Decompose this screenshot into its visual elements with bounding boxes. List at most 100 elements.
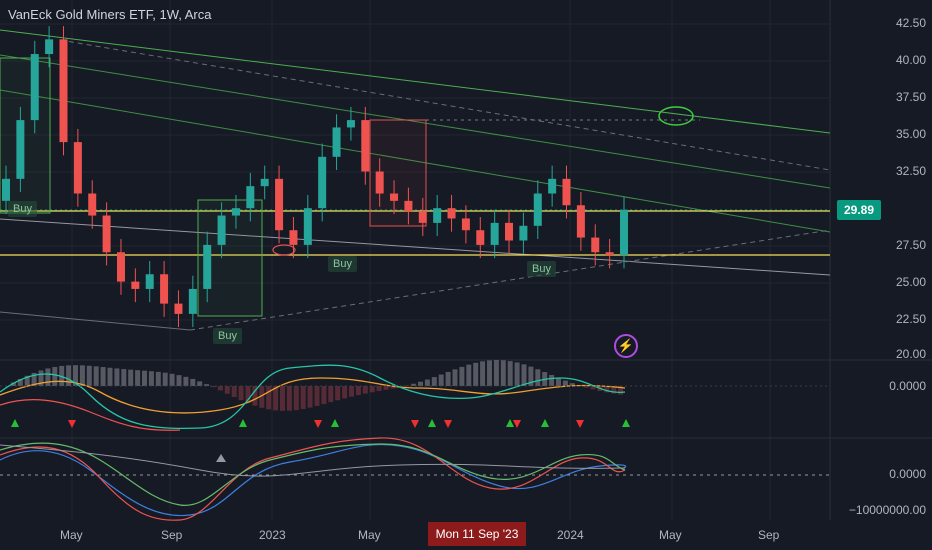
price-tick: 32.50 bbox=[895, 164, 926, 178]
candle-body[interactable] bbox=[59, 39, 68, 143]
macd-histogram-bar bbox=[314, 386, 320, 406]
candle-body[interactable] bbox=[231, 208, 240, 216]
macd-histogram-bar bbox=[66, 365, 72, 386]
candle-body[interactable] bbox=[390, 193, 399, 201]
osc-mean-line bbox=[0, 444, 626, 477]
candle-body[interactable] bbox=[160, 274, 169, 304]
macd-histogram-bar bbox=[204, 384, 210, 386]
candlestick-series[interactable] bbox=[2, 26, 628, 328]
candle-body[interactable] bbox=[16, 120, 25, 179]
macd-histogram-bar bbox=[431, 377, 437, 386]
candle-body[interactable] bbox=[73, 142, 82, 194]
buy-signal-label[interactable]: Buy bbox=[213, 328, 242, 344]
price-grid bbox=[0, 0, 830, 520]
candle-body[interactable] bbox=[188, 288, 197, 314]
candle-body[interactable] bbox=[45, 39, 54, 55]
candle-body[interactable] bbox=[562, 178, 571, 206]
macd-histogram-bar bbox=[418, 381, 423, 386]
macd-histogram-bar bbox=[500, 360, 506, 386]
chart-title[interactable]: VanEck Gold Miners ETF, 1W, Arca bbox=[8, 7, 212, 22]
candle-body[interactable] bbox=[275, 178, 284, 231]
candle-body[interactable] bbox=[260, 178, 269, 187]
macd-histogram-bar bbox=[521, 364, 527, 386]
macd-histogram-bar bbox=[590, 386, 596, 390]
macd-histogram-bar bbox=[286, 386, 292, 411]
candle-body[interactable] bbox=[591, 237, 600, 253]
candle-body[interactable] bbox=[476, 230, 485, 245]
macd-histogram-bar bbox=[135, 370, 141, 386]
buy-triangle-marker bbox=[541, 419, 549, 427]
macd-histogram-bar bbox=[252, 386, 258, 406]
green-ellipse-drawing[interactable] bbox=[658, 106, 694, 126]
buy-signal-label[interactable]: Buy bbox=[527, 261, 556, 277]
candle-body[interactable] bbox=[620, 209, 628, 256]
time-tick: Sep bbox=[161, 528, 183, 542]
lightning-icon[interactable]: ⚡ bbox=[614, 334, 638, 358]
candle-body[interactable] bbox=[332, 127, 341, 157]
candle-body[interactable] bbox=[203, 244, 212, 289]
candle-body[interactable] bbox=[461, 218, 470, 231]
candle-body[interactable] bbox=[447, 208, 456, 219]
candle-body[interactable] bbox=[174, 303, 183, 314]
candle-body[interactable] bbox=[375, 171, 384, 194]
candle-body[interactable] bbox=[102, 215, 111, 253]
macd-histogram-bar bbox=[155, 371, 161, 386]
macd-histogram-bar bbox=[618, 386, 624, 395]
candle-body[interactable] bbox=[361, 120, 370, 172]
macd-signal-line bbox=[0, 377, 626, 414]
macd-histogram-bar bbox=[45, 368, 51, 386]
green-box-drawing[interactable] bbox=[0, 57, 51, 214]
candle-body[interactable] bbox=[505, 222, 514, 241]
candle-body[interactable] bbox=[433, 208, 442, 223]
candle-body[interactable] bbox=[131, 281, 140, 289]
buy-signal-label[interactable]: Buy bbox=[328, 256, 357, 272]
time-tick: May bbox=[60, 528, 83, 542]
macd-histogram-bar bbox=[328, 386, 334, 403]
candle-body[interactable] bbox=[548, 178, 557, 194]
macd-histogram-bar bbox=[224, 386, 230, 394]
red-box-drawing[interactable] bbox=[369, 119, 427, 227]
red-ellipse-drawing[interactable] bbox=[272, 244, 296, 256]
candle-body[interactable] bbox=[289, 230, 298, 245]
macd-histogram-bar bbox=[335, 386, 341, 401]
candle-body[interactable] bbox=[346, 120, 355, 128]
macd-histogram-bar bbox=[79, 365, 85, 386]
candle-body[interactable] bbox=[519, 225, 528, 241]
macd-histogram-bar bbox=[38, 370, 44, 386]
candle-body[interactable] bbox=[30, 54, 39, 121]
macd-histogram-bar bbox=[217, 386, 223, 391]
macd-histogram-bar bbox=[293, 386, 299, 411]
candle-body[interactable] bbox=[303, 208, 312, 245]
macd-histogram-bar bbox=[362, 386, 368, 394]
sell-triangle-marker bbox=[411, 420, 419, 428]
candle-body[interactable] bbox=[576, 205, 585, 238]
candle-body[interactable] bbox=[217, 215, 226, 245]
candle-body[interactable] bbox=[490, 222, 499, 245]
trendlines[interactable] bbox=[0, 29, 831, 331]
candle-body[interactable] bbox=[2, 178, 10, 201]
macd-histogram-bar bbox=[514, 362, 520, 386]
macd-histogram-bar bbox=[52, 366, 58, 386]
candle-body[interactable] bbox=[116, 252, 125, 282]
macd-histogram-bar bbox=[183, 376, 189, 386]
candle-body[interactable] bbox=[404, 200, 413, 212]
price-tick: 22.50 bbox=[895, 312, 926, 326]
candle-body[interactable] bbox=[246, 186, 255, 209]
candle-body[interactable] bbox=[533, 193, 542, 226]
macd-histogram-bar bbox=[383, 386, 389, 390]
macd-histogram-bar bbox=[369, 386, 375, 393]
candle-body[interactable] bbox=[605, 252, 614, 256]
macd-histogram-bar bbox=[459, 366, 465, 386]
macd-histogram-bar bbox=[190, 378, 196, 386]
candle-body[interactable] bbox=[418, 211, 427, 223]
price-tick: 20.00 bbox=[895, 347, 926, 361]
candle-body[interactable] bbox=[145, 274, 154, 289]
candle-body[interactable] bbox=[88, 193, 97, 216]
last-price-badge: 29.89 bbox=[837, 200, 881, 220]
buy-signal-label[interactable]: Buy bbox=[8, 201, 37, 217]
buy-triangle-marker bbox=[506, 419, 514, 427]
macd-histogram-bar bbox=[480, 361, 486, 386]
candle-body[interactable] bbox=[318, 156, 327, 209]
macd-histogram-bar bbox=[321, 386, 327, 405]
